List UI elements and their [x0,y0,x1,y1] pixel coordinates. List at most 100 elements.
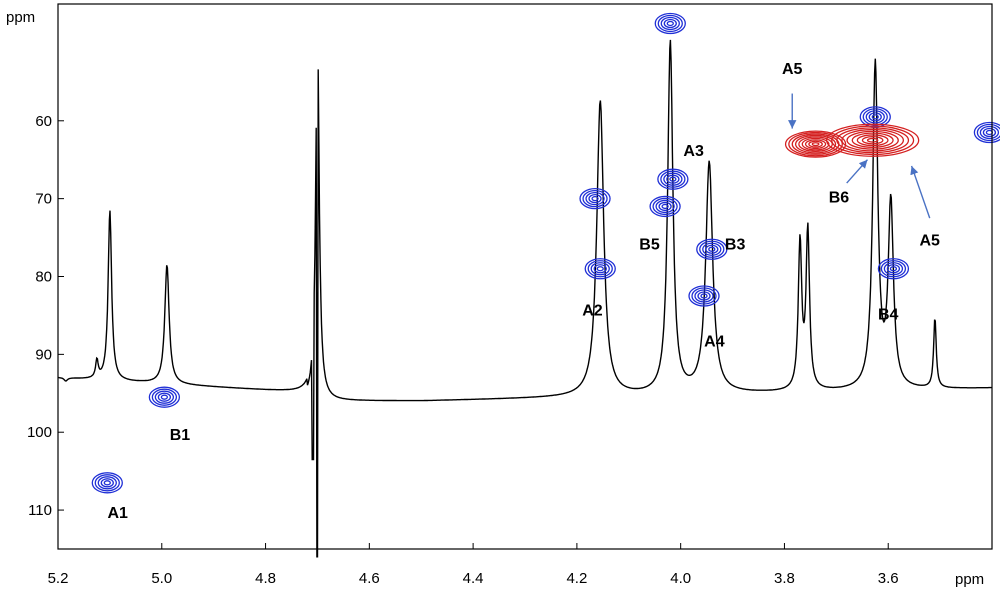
blue-contour-ring [151,388,178,406]
blue-contour [688,285,720,307]
blue-contour-ring [591,195,599,202]
blue-contour-ring [868,112,882,122]
red-contour-ring [846,130,899,150]
y-tick-label: 60 [35,113,52,130]
blue-contour-ring [94,474,120,492]
blue-contour [654,12,686,35]
x-tick-label: 4.2 [566,570,587,587]
x-tick-label: 4.8 [255,570,276,587]
blue-contour-ring [889,266,898,272]
blue-contour [649,195,681,218]
x-tick-label: 5.0 [151,570,172,587]
peak-label: A5 [782,61,803,78]
blue-contour-ring [886,264,901,274]
peak-label: A5 [920,232,941,249]
x-tick-label: 3.6 [878,570,899,587]
blue-contour [584,258,616,280]
peak-label: B2 [624,0,645,4]
red-contour-ring [804,139,827,150]
red-contour-ring [831,125,915,156]
red-contour-ring [826,123,920,157]
red-contour-ring [866,137,879,143]
blue-contour-ring [880,260,907,278]
red-contour-ring [784,130,847,158]
blue-contour-ring [652,197,678,216]
blue-contour-ring [973,121,1000,144]
red-contour-ring [801,137,830,151]
peak-label: B3 [725,236,746,253]
x-tick-label: 3.8 [774,570,795,587]
blue-contour-ring [596,266,604,272]
y-tick-label: 70 [35,191,52,208]
blue-contour-ring [584,258,616,280]
blue-contour [657,168,689,190]
blue-contour-ring [982,127,997,138]
blue-contour [579,187,611,210]
red-contour-ring [794,134,837,154]
blue-contour-ring [587,260,613,278]
blue-contour-ring [871,114,879,120]
annotation-arrow [846,159,868,184]
blue-contour-ring [666,20,674,27]
x-tick-label: 4.0 [670,570,691,587]
blue-contour-ring [148,386,181,408]
blue-contour-ring [588,193,602,204]
red-contour-ring [798,136,833,152]
peak-label: B4 [878,306,899,323]
red-contour-ring [841,128,905,152]
blue-contour-ring [91,472,123,494]
peak-label: A4 [704,334,725,351]
spectrum-trace [57,39,992,558]
blue-contour-ring [696,238,728,260]
red-contour-ring [851,132,894,148]
peak-label: A1 [107,505,128,522]
blue-contour-ring [579,187,611,210]
blue-contour [877,258,910,280]
blue-contour-ring [593,264,607,274]
red-contour-ring [861,135,884,145]
blue-contour-ring [663,18,677,29]
red-contour-ring [856,134,889,147]
blue-contour-ring [103,480,111,486]
blue-contour-ring [976,123,1000,142]
blue-contour-ring [657,168,689,190]
red-contour-ring [788,131,843,157]
peak-label: B5 [639,236,660,253]
y-unit-label: ppm [6,9,35,26]
blue-contour [696,238,728,260]
red-contour [826,123,920,157]
blue-contour-ring [979,125,1000,140]
blue-contour [973,121,1000,144]
blue-contour-ring [669,176,677,182]
blue-contour-ring [877,258,910,280]
peak-label: B1 [170,427,191,444]
y-tick-label: 110 [28,502,52,519]
blue-contour-ring [582,189,608,208]
x-tick-label: 4.6 [359,570,380,587]
blue-contour-ring [699,240,725,258]
blue-contour-ring [100,478,114,488]
y-tick-label: 100 [27,424,52,441]
blue-contour-ring [658,201,672,212]
red-contour-ring [811,142,820,147]
blue-contour-ring [160,394,169,400]
peak-label: A2 [582,302,603,319]
annotation-arrow [910,165,931,219]
blue-contour-ring [705,244,719,254]
y-tick-label: 80 [35,269,52,286]
blue-contour-ring [590,262,610,276]
blue-contour-ring [660,170,686,188]
blue-contour-ring [694,289,714,303]
blue-contour-ring [649,195,681,218]
peak-label: A3 [683,143,704,160]
red-contour-ring [808,140,823,148]
blue-contour-ring [657,14,683,33]
x-axis: 5.2 5.0 4.8 4.6 4.4 4.2 4.0 3.8 3.6 [48,543,899,587]
blue-contour-ring [859,106,891,128]
blue-contour-ring [708,246,716,252]
red-contour-ring [836,127,910,154]
peak-labels: A1 B1 A2 B2 A3 B5 B3 A4 A5 B6 A5 B4 [107,0,940,522]
plot-content [57,12,1000,558]
